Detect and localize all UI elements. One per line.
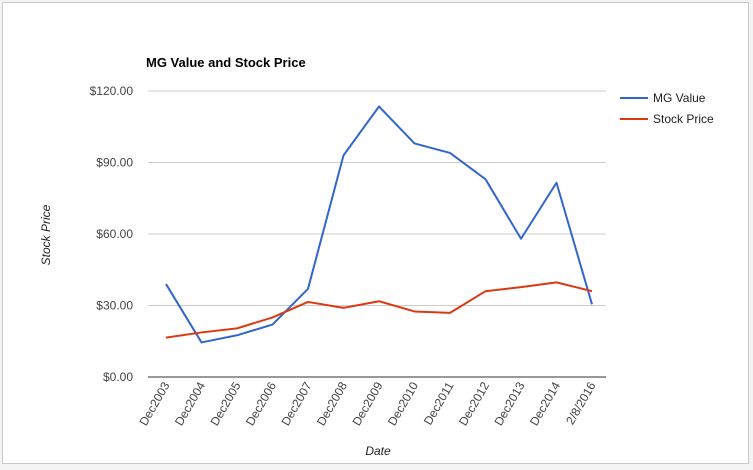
series-line-mg-value [165,105,593,344]
x-tick-label-2: Dec2005 [207,379,243,428]
y-tick-label-4: $120.00 [90,84,134,98]
x-axis-title: Date [365,444,391,458]
y-tick-label-2: $60.00 [96,227,133,241]
x-tick-label-6: Dec2009 [349,379,385,428]
chart-container[interactable] [2,2,749,464]
y-tick-label-1: $30.00 [96,299,133,313]
series-lines [165,105,593,344]
legend-label-0: MG Value [653,91,706,105]
x-tick-label-8: Dec2011 [421,379,457,427]
x-tick-label-5: Dec2008 [314,379,350,428]
y-axis-title: Stock Price [39,204,53,265]
x-tick-label-1: Dec2004 [172,379,208,428]
y-tick-label-0: $0.00 [103,370,133,384]
x-tick-label-12: 2/8/2016 [563,379,599,427]
chart-title: MG Value and Stock Price [146,55,306,70]
x-axis-ticks: Dec2003 Dec2004 Dec2005 Dec2006 Dec2007 Dec20… [136,379,598,428]
gridlines [148,90,606,306]
x-tick-label-10: Dec2013 [491,379,527,428]
legend: MG Value Stock Price [620,91,714,126]
x-tick-label-4: Dec2007 [278,379,314,428]
x-tick-label-3: Dec2006 [243,379,279,428]
x-tick-label-7: Dec2010 [385,379,421,428]
y-tick-label-3: $90.00 [96,156,133,170]
legend-label-1: Stock Price [653,112,714,126]
x-tick-label-0: Dec2003 [136,379,172,428]
x-tick-label-11: Dec2014 [527,379,563,428]
series-line-stock-price [165,281,593,339]
x-tick-label-9: Dec2012 [456,379,492,428]
y-axis-ticks: $0.00 $30.00 $60.00 $90.00 $120.00 [90,84,134,384]
